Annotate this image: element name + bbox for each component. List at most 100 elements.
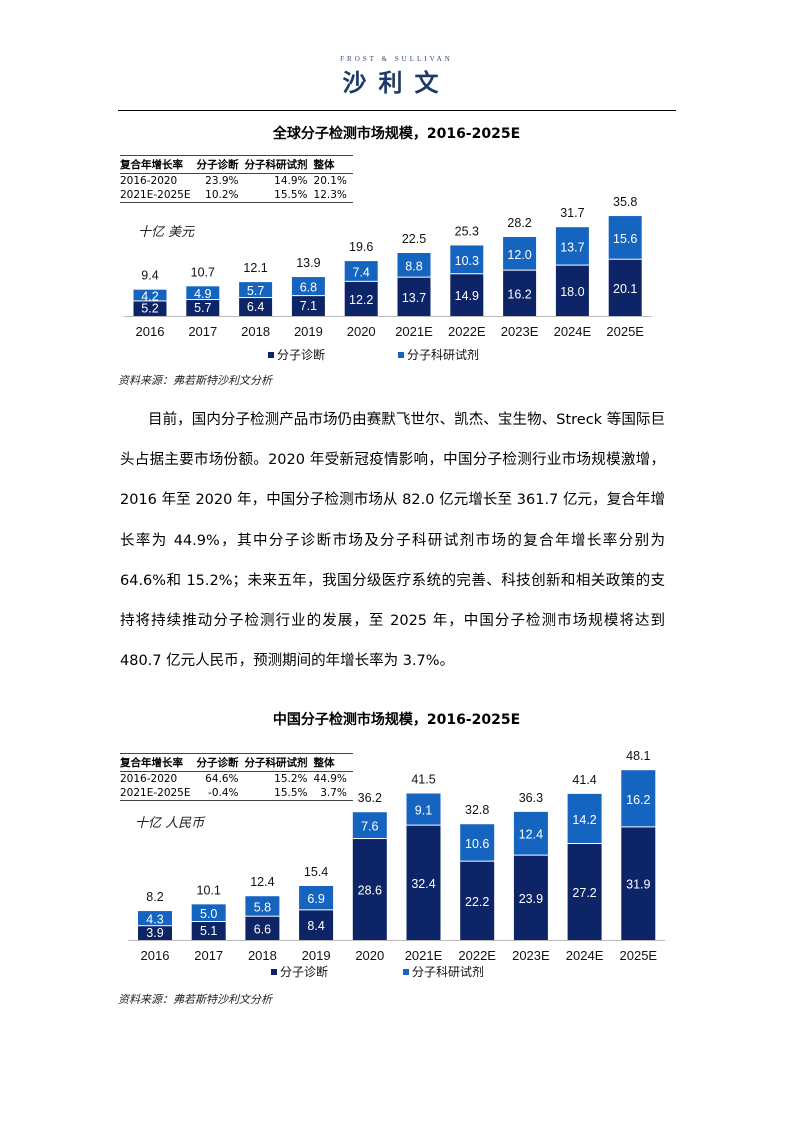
- x-tick-label: 2024E: [554, 324, 592, 339]
- cagr-header: 分子科研试剂: [244, 753, 314, 772]
- bar-reagents: [291, 277, 325, 296]
- bar-total-label: 41.4: [572, 773, 596, 787]
- x-tick-label: 2020: [355, 948, 384, 963]
- bar-reagents: [186, 286, 220, 300]
- bar-label-diagnosis: 6.4: [247, 300, 264, 314]
- x-tick-label: 2019: [294, 324, 323, 339]
- x-tick-label: 2025E: [620, 948, 658, 963]
- x-tick-label: 2025E: [606, 324, 644, 339]
- x-tick-label: 2019: [302, 948, 331, 963]
- legend-label: 分子科研试剂: [407, 347, 479, 362]
- chart1-cagr-table: 复合年增长率 分子诊断 分子科研试剂 整体 2016-2020 23.9% 14.9% 20.…: [120, 155, 353, 203]
- bar-total-label: 35.8: [613, 195, 637, 209]
- bar-reagents: [239, 282, 273, 298]
- bar-diagnosis: [513, 855, 548, 940]
- bar-label-reagents: 15.6: [613, 232, 637, 246]
- bar-label-diagnosis: 23.9: [519, 892, 543, 906]
- bar-total-label: 36.2: [358, 791, 382, 805]
- cagr-header: 整体: [313, 155, 353, 174]
- bar-label-diagnosis: 13.7: [402, 291, 426, 305]
- body-paragraph: 目前，国内分子检测产品市场仍由赛默飞世尔、凯杰、宝生物、Streck 等国际巨头…: [120, 412, 665, 670]
- bar-label-diagnosis: 8.4: [307, 919, 324, 933]
- bar-label-reagents: 4.9: [194, 287, 211, 301]
- bar-diagnosis: [245, 916, 280, 940]
- cagr-cell: 15.5%: [244, 786, 314, 801]
- bar-label-diagnosis: 5.7: [194, 301, 211, 315]
- x-tick-label: 2023E: [501, 324, 539, 339]
- chart2-cagr-table: 复合年增长率 分子诊断 分子科研试剂 整体 2016-2020 64.6% 15.2% 44.…: [120, 753, 353, 801]
- bar-diagnosis: [344, 281, 378, 316]
- cagr-row: 2016-2020 64.6% 15.2% 44.9%: [120, 772, 353, 787]
- bar-total-label: 25.3: [455, 224, 479, 238]
- bar-diagnosis: [450, 274, 484, 316]
- bar-reagents: [503, 237, 537, 270]
- bar-total-label: 31.7: [560, 206, 584, 220]
- bar-diagnosis: [291, 296, 325, 316]
- legend-swatch-reagents: [398, 352, 404, 358]
- bar-total-label: 9.4: [141, 269, 158, 283]
- bar-label-reagents: 16.2: [626, 793, 650, 807]
- bar-diagnosis: [406, 825, 441, 940]
- cagr-row: 2021E-2025E 10.2% 15.5% 12.3%: [120, 188, 353, 203]
- cagr-cell: 15.2%: [274, 773, 308, 785]
- header-divider: [118, 110, 676, 111]
- legend-swatch-diagnosis: [268, 352, 274, 358]
- x-tick-label: 2022E: [448, 324, 486, 339]
- bar-reagents: [608, 216, 642, 259]
- bar-label-reagents: 6.8: [300, 281, 317, 295]
- bar-label-reagents: 5.0: [200, 907, 217, 921]
- cagr-header: 分子诊断: [196, 753, 245, 772]
- bar-label-reagents: 13.7: [560, 240, 584, 254]
- cagr-cell: 2021E-2025E: [120, 786, 197, 801]
- bar-reagents: [245, 896, 280, 916]
- bar-label-reagents: 10.3: [455, 254, 479, 268]
- bar-total-label: 15.4: [304, 865, 328, 879]
- cagr-cell: 10.2%: [196, 188, 245, 203]
- logo-text-en: FROST & SULLIVAN: [340, 55, 453, 63]
- bar-label-diagnosis: 22.2: [465, 895, 489, 909]
- bar-reagents: [513, 811, 548, 855]
- cagr-cell: 15.5%: [244, 188, 314, 203]
- cagr-header: 复合年增长率: [120, 753, 197, 772]
- bar-reagents: [299, 885, 334, 910]
- chart1-unit: 十亿 美元: [138, 225, 195, 240]
- x-tick-label: 2022E: [458, 948, 496, 963]
- bar-reagents: [191, 904, 226, 921]
- x-tick-label: 2017: [194, 948, 223, 963]
- chart2-title: 中国分子检测市场规模，2016-2025E: [272, 712, 521, 728]
- x-tick-label: 2021E: [405, 948, 443, 963]
- cagr-cell: 44.9%: [313, 773, 347, 785]
- x-tick-label: 2020: [347, 324, 376, 339]
- x-tick-label: 2018: [248, 948, 277, 963]
- cagr-row: 2016-2020 23.9% 14.9% 20.1%: [120, 174, 353, 189]
- bar-label-diagnosis: 14.9: [455, 289, 479, 303]
- cagr-cell: 23.9%: [205, 175, 239, 187]
- chart2-source: 资料来源：弗若斯特沙利文分析: [118, 993, 272, 1006]
- logo: 沙利文: [342, 69, 451, 97]
- bar-reagents: [555, 227, 589, 265]
- x-tick-label: 2023E: [512, 948, 550, 963]
- bar-diagnosis: [503, 270, 537, 316]
- bar-total-label: 28.2: [507, 216, 531, 230]
- cagr-header: 整体: [313, 753, 353, 772]
- bar-total-label: 10.1: [197, 883, 221, 897]
- bar-diagnosis: [608, 259, 642, 316]
- cagr-cell: 2016-2020: [120, 773, 178, 785]
- bar-label-reagents: 12.0: [507, 248, 531, 262]
- bar-label-reagents: 4.3: [146, 913, 163, 927]
- bar-diagnosis: [191, 921, 226, 940]
- bar-label-diagnosis: 28.6: [358, 884, 382, 898]
- bar-reagents: [406, 793, 441, 825]
- x-tick-label: 2017: [188, 324, 217, 339]
- bar-diagnosis: [621, 827, 656, 940]
- chart2-plot: 3.94.3 8.2 2016 5.1 5.0 10.1 2017 6.6 5.8 12.4 201…: [128, 749, 666, 979]
- legend-label: 分子诊断: [277, 347, 325, 362]
- bar-label-diagnosis: 32.4: [411, 877, 435, 891]
- x-tick-label: 2018: [241, 324, 270, 339]
- bar-diagnosis: [352, 839, 387, 940]
- bar-reagents: [567, 793, 602, 843]
- bar-reagents: [450, 245, 484, 274]
- bar-total-label: 22.5: [402, 232, 426, 246]
- x-tick-label: 2016: [141, 948, 170, 963]
- bar-reagents: [397, 253, 431, 277]
